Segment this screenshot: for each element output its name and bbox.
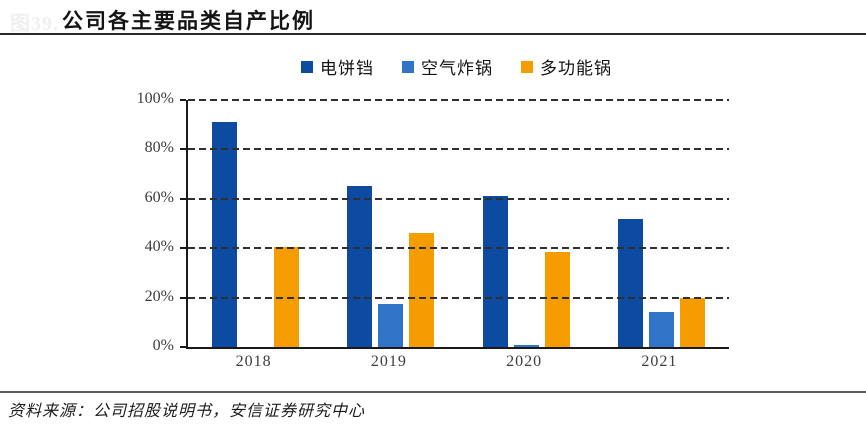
bar-group [188,100,323,347]
gridline [188,99,729,101]
gridline [188,197,729,200]
bar [378,303,404,347]
bar [617,218,643,347]
legend-swatch-icon [521,60,533,73]
legend-item: 电饼铛 [301,54,374,79]
legend-item: 多功能锅 [521,54,612,79]
bar [513,344,539,347]
y-axis-label: 40% [144,238,174,256]
gridline [188,148,729,151]
y-axis-label: 0% [152,337,174,354]
bar [482,196,508,347]
y-axis-label: 20% [144,287,174,305]
y-axis-tick [180,99,186,101]
chart-title: 公司各主要品类自产比例 [62,9,315,33]
x-axis-label: 2021 [641,353,678,370]
source-text: 资料来源：公司招股说明书，安信证券研究中心 [8,403,366,420]
bar-group [323,100,458,347]
y-axis-tick [180,247,186,250]
x-axis-label: 2020 [506,353,543,370]
bar [679,297,705,347]
y-axis-tick [180,296,186,299]
y-axis-tick [180,148,186,151]
legend-label: 电饼铛 [320,59,374,78]
bar [347,186,373,347]
chart-header: 图39. 公司各主要品类自产比例 [0,0,866,35]
y-axis-tick [180,346,186,348]
plot-area [180,99,729,349]
bar [409,233,435,347]
y-axis-label: 80% [144,139,174,157]
legend-label: 多功能锅 [540,59,612,78]
legend-swatch-icon [402,60,414,73]
figure-number-watermark: 图39. [10,13,59,35]
source-note: 资料来源：公司招股说明书，安信证券研究中心 [0,391,866,421]
bar [212,122,238,347]
x-axis-label: 2019 [370,353,407,370]
legend-swatch-icon [301,60,313,73]
y-axis-label: 60% [144,188,174,206]
bar-groups [188,100,729,347]
y-axis-label: 100% [136,90,174,107]
chart-legend: 电饼铛 空气炸锅 多功能锅 [186,54,727,79]
gridline [188,247,729,250]
y-axis-tick [180,197,186,200]
legend-label: 空气炸锅 [421,59,493,78]
bar-group [459,100,594,347]
bar [544,251,570,347]
bar [648,312,674,347]
legend-item: 空气炸锅 [402,54,493,79]
gridline [188,296,729,299]
x-axis-label: 2018 [235,353,272,370]
bar-group [594,100,729,347]
